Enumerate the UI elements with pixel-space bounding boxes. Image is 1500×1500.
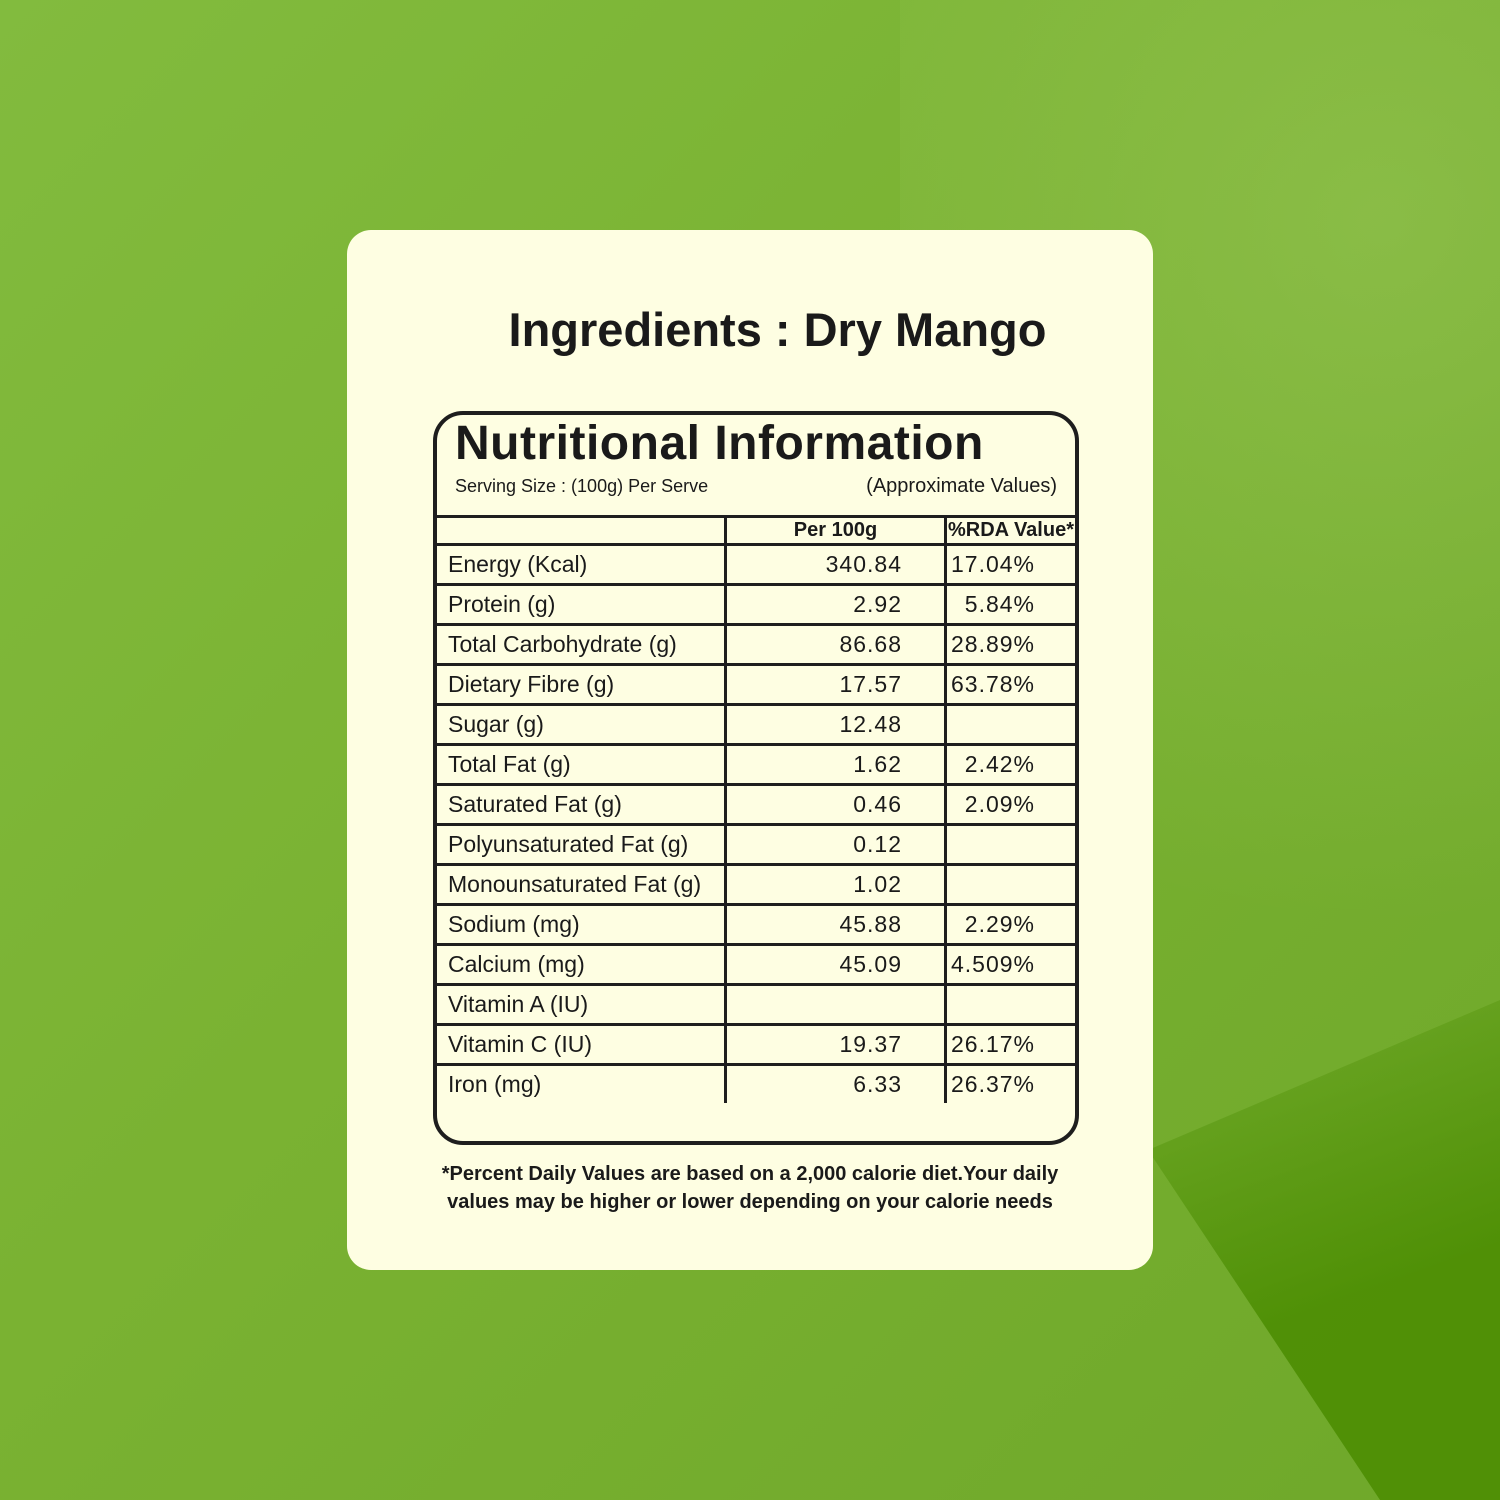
nutrient-label: Vitamin A (IU) [448, 991, 589, 1017]
nutrition-panel: Nutritional Information Serving Size : (… [433, 411, 1079, 1145]
nutrient-name: Sodium (mg) [437, 903, 727, 946]
rda-value [944, 703, 1075, 746]
table-row: Protein (g) 2.92 5.84% [437, 583, 1075, 626]
nutrient-label: Total Fat (g) [448, 751, 571, 777]
column-header-nutrient [437, 515, 727, 546]
per-100g-value: 45.09 [724, 943, 947, 986]
nutrient-name: Total Fat (g) [437, 743, 727, 786]
nutrient-name: Calcium (mg) [437, 943, 727, 986]
table-row: Total Carbohydrate (g) 86.68 28.89% [437, 623, 1075, 666]
nutrient-label: Sugar (g) [448, 711, 544, 737]
nutrition-card: Ingredients : Dry Mango Nutritional Info… [347, 230, 1153, 1270]
table-row: Sugar (g) 12.48 [437, 703, 1075, 746]
rda-value [944, 863, 1075, 906]
nutrition-table: Per 100g %RDA Value* Energy (Kcal) 340.84… [437, 515, 1075, 1103]
table-row: Saturated Fat (g) 0.46 2.09% [437, 783, 1075, 826]
ingredients-title: Ingredients : Dry Mango [508, 303, 1047, 356]
footnote-line-2: values may be higher or lower depending … [447, 1191, 1053, 1213]
column-header-rda: %RDA Value* [944, 515, 1075, 546]
table-row: Sodium (mg) 45.88 2.29% [437, 903, 1075, 946]
table-row: Dietary Fibre (g) 17.57 63.78% [437, 663, 1075, 706]
nutrient-name: Protein (g) [437, 583, 727, 626]
per-100g-value: 1.62 [724, 743, 947, 786]
table-row: Monounsaturated Fat (g) 1.02 [437, 863, 1075, 906]
per-100g-value: 17.57 [724, 663, 947, 706]
nutrient-name: Monounsaturated Fat (g) [437, 863, 727, 906]
table-row: Vitamin C (IU) 19.37 26.17% [437, 1023, 1075, 1066]
table-header-row: Per 100g %RDA Value* [437, 515, 1075, 546]
serving-size: Serving Size : (100g) Per Serve [455, 476, 709, 496]
nutrient-label: Dietary Fibre (g) [448, 671, 615, 697]
per-100g-value: 2.92 [724, 583, 947, 626]
footnote: *Percent Daily Values are based on a 2,0… [347, 1160, 1153, 1216]
rda-value: 17.04% [944, 543, 1075, 586]
nutrient-label: Polyunsaturated Fat (g) [448, 831, 689, 857]
rda-value: 28.89% [944, 623, 1075, 666]
nutrient-label: Sodium (mg) [448, 911, 580, 937]
per-100g-value: 1.02 [724, 863, 947, 906]
nutrition-title: Nutritional Information [455, 417, 984, 470]
per-100g-value: 12.48 [724, 703, 947, 746]
per-100g-value: 340.84 [724, 543, 947, 586]
rda-value: 4.509% [944, 943, 1075, 986]
nutrient-name: Dietary Fibre (g) [437, 663, 727, 706]
nutrient-label: Total Carbohydrate (g) [448, 631, 677, 657]
table-row: Energy (Kcal) 340.84 17.04% [437, 543, 1075, 586]
per-100g-value: 45.88 [724, 903, 947, 946]
footnote-line-1: *Percent Daily Values are based on a 2,0… [441, 1163, 1059, 1185]
per-100g-value: 86.68 [724, 623, 947, 666]
nutrient-label: Monounsaturated Fat (g) [448, 871, 702, 897]
rda-value: 2.42% [944, 743, 1075, 786]
table-row: Iron (mg) 6.33 26.37% [437, 1063, 1075, 1103]
per-100g-value: 19.37 [724, 1023, 947, 1066]
approximate-values-note: (Approximate Values) [866, 475, 1057, 497]
nutrient-name: Saturated Fat (g) [437, 783, 727, 826]
nutrient-label: Energy (Kcal) [448, 551, 588, 577]
rda-value [944, 823, 1075, 866]
per-100g-value: 0.46 [724, 783, 947, 826]
nutrient-name: Polyunsaturated Fat (g) [437, 823, 727, 866]
rda-value: 26.37% [944, 1063, 1075, 1103]
nutrient-label: Iron (mg) [448, 1071, 542, 1097]
table-row: Total Fat (g) 1.62 2.42% [437, 743, 1075, 786]
nutrient-name: Sugar (g) [437, 703, 727, 746]
nutrient-label: Calcium (mg) [448, 951, 585, 977]
rda-value: 63.78% [944, 663, 1075, 706]
per-100g-value [724, 983, 947, 1026]
per-100g-value: 6.33 [724, 1063, 947, 1103]
rda-value: 26.17% [944, 1023, 1075, 1066]
column-header-per-100g: Per 100g [724, 515, 947, 546]
nutrient-name: Vitamin C (IU) [437, 1023, 727, 1066]
nutrient-name: Vitamin A (IU) [437, 983, 727, 1026]
nutrient-label: Saturated Fat (g) [448, 791, 622, 817]
nutrient-label: Vitamin C (IU) [448, 1031, 592, 1057]
rda-value: 2.29% [944, 903, 1075, 946]
per-100g-value: 0.12 [724, 823, 947, 866]
rda-value [944, 983, 1075, 1026]
rda-value: 5.84% [944, 583, 1075, 626]
table-row: Vitamin A (IU) [437, 983, 1075, 1026]
nutrient-label: Protein (g) [448, 591, 556, 617]
nutrient-name: Iron (mg) [437, 1063, 727, 1103]
nutrient-name: Total Carbohydrate (g) [437, 623, 727, 666]
nutrient-name: Energy (Kcal) [437, 543, 727, 586]
table-row: Calcium (mg) 45.09 4.509% [437, 943, 1075, 986]
rda-value: 2.09% [944, 783, 1075, 826]
table-row: Polyunsaturated Fat (g) 0.12 [437, 823, 1075, 866]
